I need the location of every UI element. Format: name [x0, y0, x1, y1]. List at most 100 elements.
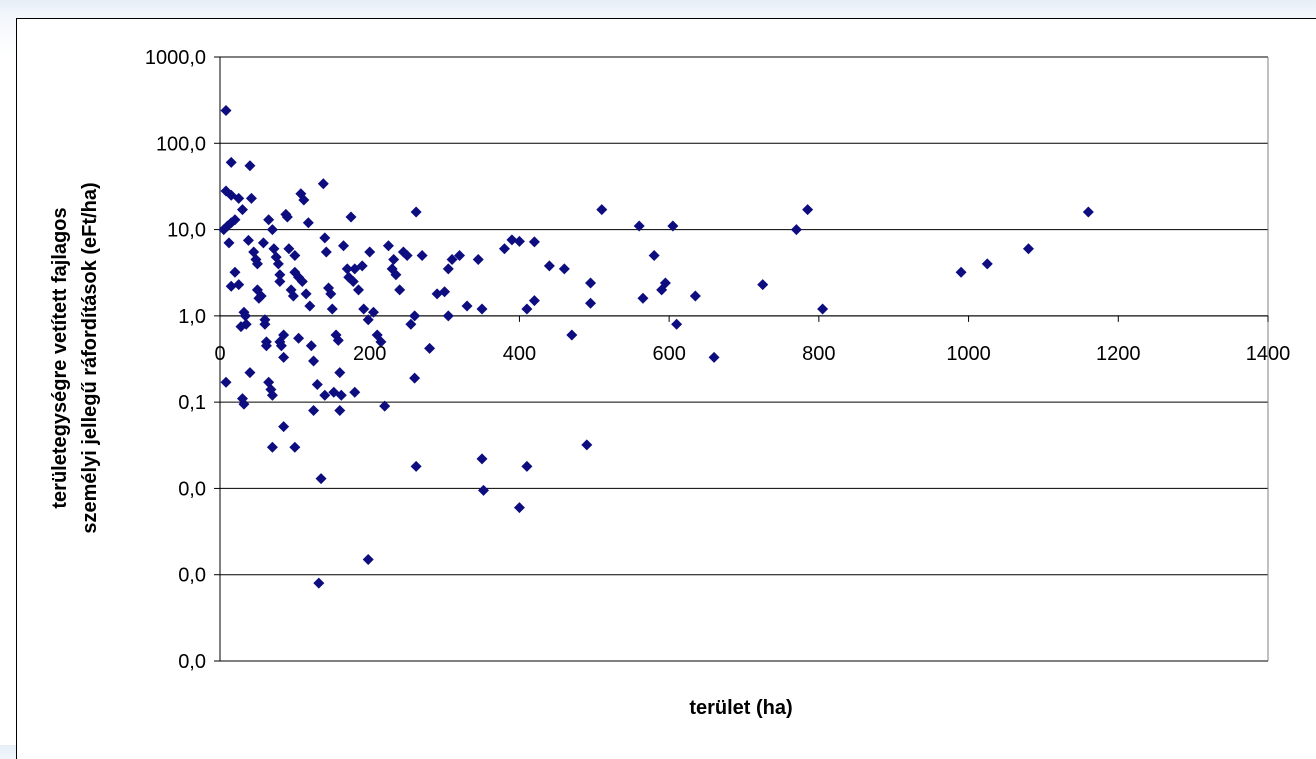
x-tick-label: 200 — [353, 343, 386, 365]
data-point — [390, 269, 402, 281]
data-point — [341, 263, 353, 275]
data-point — [379, 400, 391, 412]
data-point — [476, 303, 488, 315]
data-point — [409, 372, 421, 384]
y-tick-labels: 0,0 0,0 0,0 0,1 1,0 10,0 100,0 1000,0 — [145, 47, 206, 673]
data-point — [585, 297, 597, 309]
chart-frame — [16, 18, 1316, 759]
data-point — [472, 253, 484, 265]
data-point — [289, 250, 301, 262]
data-point — [790, 224, 802, 236]
data-point — [268, 243, 280, 255]
data-point — [358, 303, 370, 315]
data-point — [671, 318, 683, 330]
data-point — [260, 340, 272, 352]
y-tick-label: 0,0 — [178, 651, 206, 673]
data-point — [281, 211, 293, 223]
data-point — [543, 260, 555, 272]
data-point — [263, 214, 275, 226]
data-point — [817, 303, 829, 315]
data-point — [220, 376, 232, 388]
y-tick-label: 100,0 — [156, 133, 206, 155]
data-point — [667, 220, 679, 232]
data-point — [300, 288, 312, 300]
data-point — [225, 280, 237, 292]
data-point — [319, 389, 331, 401]
data-point — [345, 211, 357, 223]
data-point — [233, 279, 245, 291]
data-point — [416, 250, 428, 262]
data-point — [242, 234, 254, 246]
data-point — [498, 243, 510, 255]
data-point — [362, 554, 374, 566]
data-point — [410, 460, 422, 472]
data-point — [394, 284, 406, 296]
data-point — [313, 577, 325, 589]
data-point — [266, 224, 278, 236]
data-point — [648, 250, 660, 262]
data-point — [1082, 206, 1094, 218]
data-point — [585, 277, 597, 289]
data-point — [305, 340, 317, 352]
data-point — [293, 332, 305, 344]
data-point — [325, 288, 337, 300]
data-point — [659, 277, 671, 289]
data-point — [335, 389, 347, 401]
data-point — [442, 263, 454, 275]
data-point — [320, 246, 332, 258]
data-point — [581, 439, 593, 451]
data-point — [506, 234, 518, 246]
data-points — [218, 104, 1094, 589]
data-point — [257, 237, 269, 249]
data-point — [1022, 243, 1034, 255]
data-point — [424, 342, 436, 354]
x-tick-label: 1200 — [1096, 343, 1141, 365]
data-point — [802, 204, 814, 216]
plot-area — [219, 57, 1269, 661]
data-point — [566, 329, 578, 341]
data-point — [375, 336, 387, 348]
data-point — [278, 351, 290, 363]
data-point — [439, 286, 451, 298]
data-point — [521, 460, 533, 472]
data-point — [233, 192, 245, 204]
data-point — [356, 260, 368, 272]
data-point — [272, 258, 284, 270]
data-point — [308, 405, 320, 417]
x-tick-labels: 0 200 400 600 800 1000 1200 1400 — [214, 343, 1290, 365]
data-point — [244, 367, 256, 379]
data-point — [308, 355, 320, 367]
data-point — [405, 318, 417, 330]
data-point — [278, 329, 290, 341]
data-point — [229, 266, 241, 278]
y-axis-title-line-1: területegységre vetített fajlagos — [49, 207, 71, 508]
data-point — [332, 334, 344, 346]
data-point — [347, 276, 359, 288]
data-point — [521, 303, 533, 315]
data-point — [446, 253, 458, 265]
data-point — [558, 263, 570, 275]
data-point — [454, 250, 466, 262]
data-point — [513, 235, 525, 247]
data-point — [311, 379, 323, 391]
data-point — [296, 276, 308, 288]
y-tick-label: 0,0 — [178, 565, 206, 587]
data-point — [955, 266, 967, 278]
data-point — [240, 318, 252, 330]
data-point — [275, 340, 287, 352]
data-point — [596, 204, 608, 216]
x-tick-label: 600 — [652, 343, 685, 365]
y-tick-label: 1000,0 — [145, 47, 206, 69]
data-point — [528, 236, 540, 248]
data-point — [245, 192, 257, 204]
x-tick-label: 0 — [214, 343, 225, 365]
data-point — [259, 318, 271, 330]
data-point — [708, 351, 720, 363]
data-point — [477, 484, 489, 496]
data-point — [239, 310, 251, 322]
data-point — [442, 310, 454, 322]
data-point — [410, 206, 422, 218]
data-point — [225, 156, 237, 168]
y-tick-label: 0,1 — [178, 392, 206, 414]
data-point — [315, 473, 327, 485]
